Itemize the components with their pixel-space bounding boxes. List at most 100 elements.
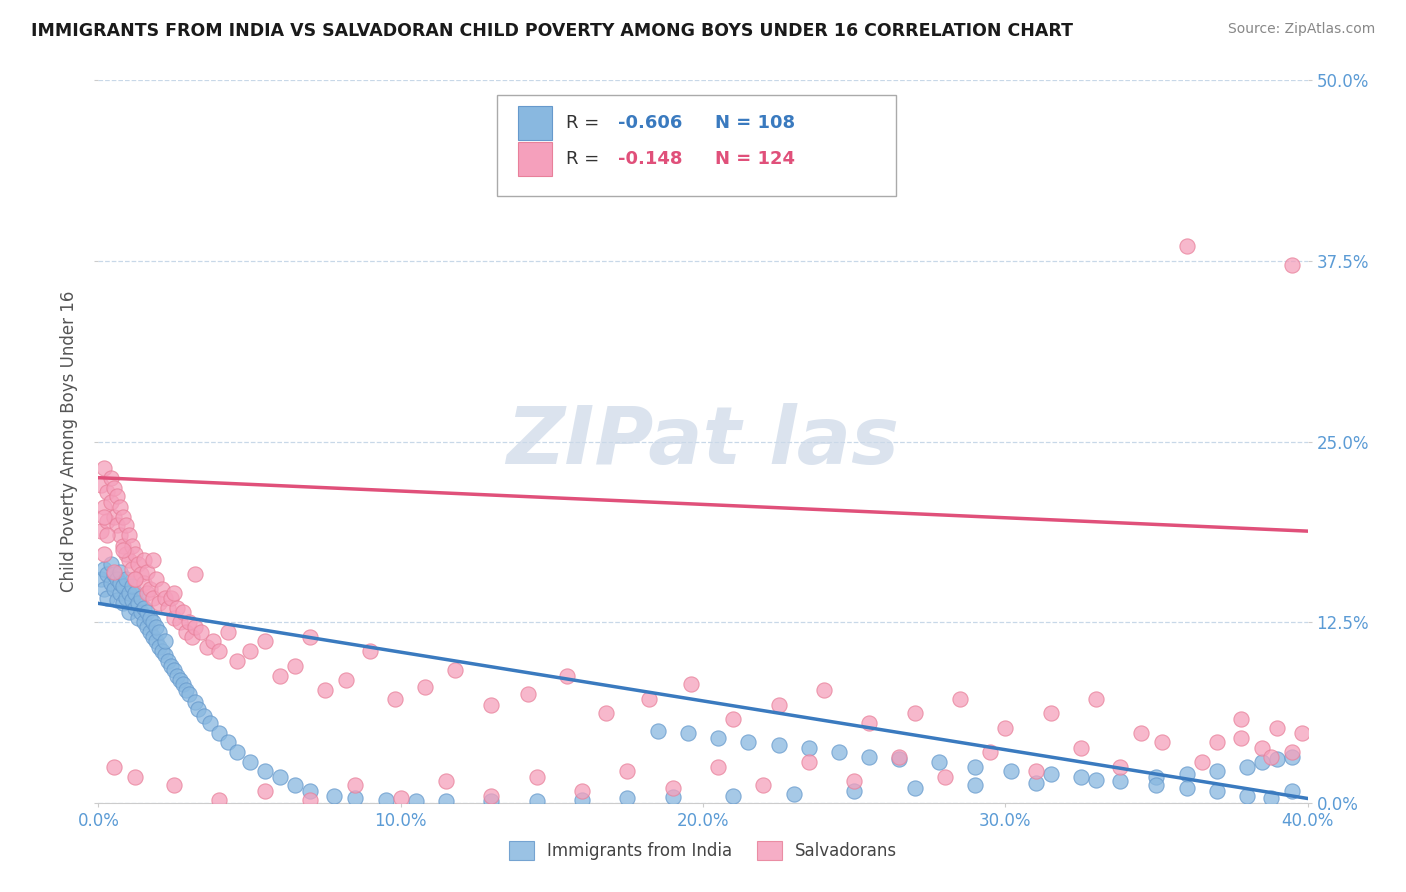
Point bbox=[1251, 756, 1274, 770]
Point bbox=[1085, 772, 1108, 787]
Point bbox=[737, 735, 759, 749]
Point bbox=[889, 752, 911, 766]
Point bbox=[374, 793, 396, 807]
Point bbox=[127, 596, 149, 610]
Point bbox=[127, 558, 149, 572]
Point bbox=[129, 605, 152, 619]
Point bbox=[1109, 774, 1132, 789]
Point bbox=[323, 789, 346, 803]
Point bbox=[132, 600, 155, 615]
Point bbox=[163, 586, 186, 600]
Point bbox=[150, 644, 173, 658]
Point bbox=[1000, 764, 1022, 778]
Point bbox=[1281, 745, 1303, 759]
Text: N = 124: N = 124 bbox=[716, 150, 794, 168]
Point bbox=[124, 600, 146, 615]
Point bbox=[647, 723, 669, 738]
Point bbox=[163, 779, 186, 793]
Point bbox=[93, 547, 115, 561]
Point bbox=[844, 784, 866, 798]
Point bbox=[299, 630, 322, 644]
Point bbox=[93, 562, 115, 576]
Point bbox=[571, 784, 593, 798]
Point bbox=[135, 619, 157, 633]
Point bbox=[1230, 731, 1253, 745]
Point bbox=[1175, 767, 1198, 781]
Point bbox=[90, 572, 112, 586]
Point bbox=[105, 518, 128, 533]
Point bbox=[105, 572, 128, 586]
Point bbox=[142, 615, 165, 630]
Point bbox=[103, 565, 125, 579]
Point bbox=[299, 784, 322, 798]
Point bbox=[108, 528, 131, 542]
Point bbox=[1070, 740, 1092, 755]
Point bbox=[1152, 735, 1174, 749]
Point bbox=[344, 779, 367, 793]
Point bbox=[124, 572, 146, 586]
Point bbox=[181, 630, 204, 644]
Point bbox=[118, 605, 141, 619]
Point bbox=[93, 500, 115, 514]
Point bbox=[142, 553, 165, 567]
Point bbox=[129, 591, 152, 605]
Point bbox=[108, 500, 131, 514]
Point bbox=[195, 640, 218, 654]
Point bbox=[1206, 735, 1229, 749]
FancyBboxPatch shape bbox=[517, 105, 553, 140]
Point bbox=[103, 567, 125, 582]
Point bbox=[616, 764, 638, 778]
Point bbox=[160, 658, 183, 673]
Point bbox=[190, 625, 212, 640]
Point bbox=[1236, 760, 1258, 774]
Point bbox=[1024, 764, 1046, 778]
Point bbox=[226, 654, 249, 668]
Point bbox=[1267, 752, 1289, 766]
Point bbox=[96, 514, 118, 528]
Point bbox=[135, 605, 157, 619]
Point bbox=[124, 547, 146, 561]
Point bbox=[384, 691, 406, 706]
Point bbox=[90, 524, 112, 538]
Point bbox=[93, 582, 115, 596]
Point bbox=[707, 731, 730, 745]
Point bbox=[1175, 239, 1198, 253]
Point bbox=[108, 576, 131, 591]
Point bbox=[103, 760, 125, 774]
Point bbox=[1206, 784, 1229, 798]
Point bbox=[217, 735, 239, 749]
Point bbox=[314, 683, 336, 698]
Point bbox=[114, 591, 136, 605]
Text: R =: R = bbox=[567, 150, 599, 168]
Point bbox=[661, 781, 683, 796]
Point bbox=[752, 779, 775, 793]
Point bbox=[208, 644, 231, 658]
Point bbox=[150, 582, 173, 596]
Point bbox=[1191, 756, 1213, 770]
Point bbox=[145, 572, 167, 586]
Point bbox=[121, 593, 143, 607]
Point bbox=[121, 539, 143, 553]
Point bbox=[208, 793, 231, 807]
Point bbox=[184, 619, 207, 633]
Point bbox=[516, 687, 538, 701]
Point bbox=[284, 658, 307, 673]
Point bbox=[166, 668, 188, 682]
Point bbox=[979, 745, 1001, 759]
Point bbox=[127, 611, 149, 625]
Point bbox=[148, 596, 170, 610]
Point bbox=[1039, 767, 1062, 781]
Point bbox=[103, 509, 125, 524]
Point bbox=[253, 784, 276, 798]
Point bbox=[1260, 791, 1282, 805]
Legend: Immigrants from India, Salvadorans: Immigrants from India, Salvadorans bbox=[502, 835, 904, 867]
Point bbox=[184, 695, 207, 709]
Point bbox=[103, 481, 125, 495]
Point bbox=[132, 615, 155, 630]
Point bbox=[135, 586, 157, 600]
Point bbox=[129, 567, 152, 582]
Point bbox=[434, 794, 457, 808]
Point bbox=[1039, 706, 1062, 721]
Point bbox=[994, 721, 1017, 735]
Point bbox=[111, 542, 134, 557]
